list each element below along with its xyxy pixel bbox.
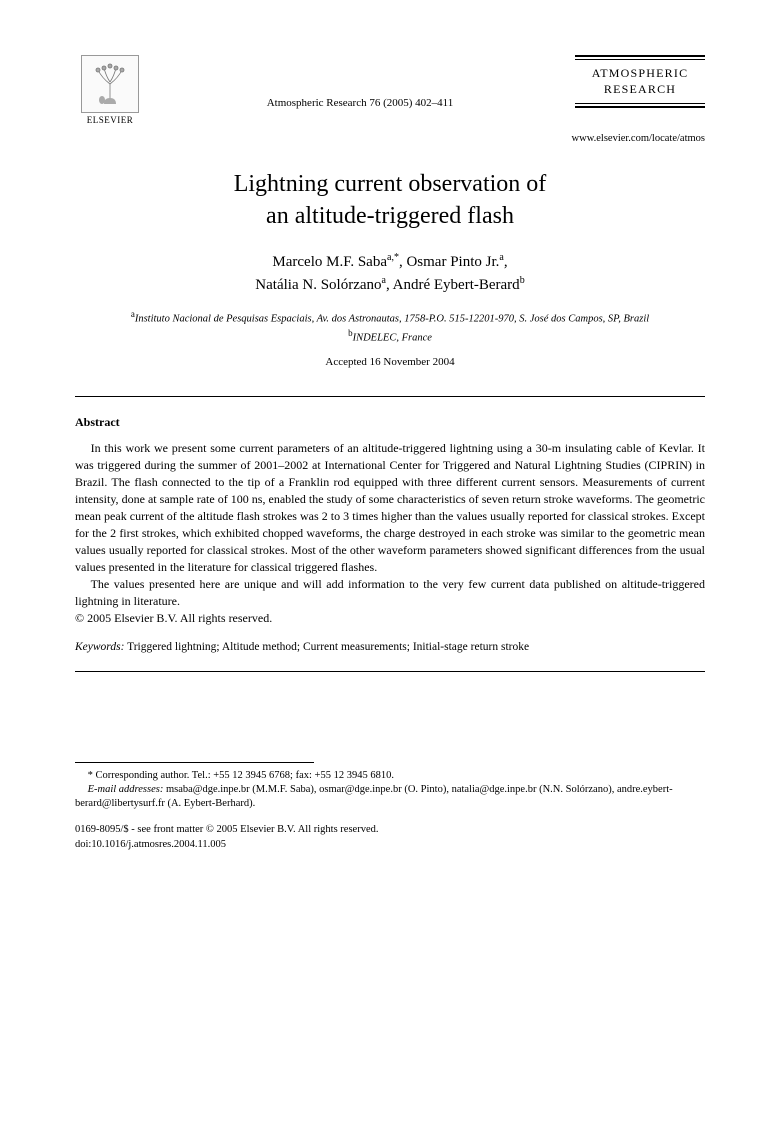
journal-title-line2: RESEARCH xyxy=(604,82,676,96)
copyright-line: © 2005 Elsevier B.V. All rights reserved… xyxy=(75,610,705,627)
author-2: Osmar Pinto Jr. xyxy=(406,254,499,270)
abstract-heading: Abstract xyxy=(75,415,705,430)
journal-title-block: ATMOSPHERIC RESEARCH xyxy=(575,55,705,108)
issn-line: 0169-8095/$ - see front matter © 2005 El… xyxy=(75,823,705,837)
email-line: E-mail addresses: msaba@dge.inpe.br (M.M… xyxy=(75,783,705,811)
affil-a-text: Instituto Nacional de Pesquisas Espaciai… xyxy=(135,314,649,325)
keywords-label: Keywords: xyxy=(75,641,124,653)
affiliations-block: aInstituto Nacional de Pesquisas Espacia… xyxy=(75,308,705,345)
abstract-body: In this work we present some current par… xyxy=(75,440,705,627)
author-3: Natália N. Solórzano xyxy=(255,277,381,293)
journal-title-line1: ATMOSPHERIC xyxy=(592,66,689,80)
rule-below-keywords xyxy=(75,671,705,672)
doi-line: doi:10.1016/j.atmosres.2004.11.005 xyxy=(75,838,705,852)
author-2-affil-sup: a xyxy=(499,252,503,263)
email-addresses: msaba@dge.inpe.br (M.M.F. Saba), osmar@d… xyxy=(75,784,673,809)
abstract-p1: In this work we present some current par… xyxy=(75,440,705,576)
author-1: Marcelo M.F. Saba xyxy=(272,254,387,270)
corresponding-author-note: * Corresponding author. Tel.: +55 12 394… xyxy=(75,769,705,783)
title-line2: an altitude-triggered flash xyxy=(266,203,514,229)
citation-line: Atmospheric Research 76 (2005) 402–411 xyxy=(145,55,575,109)
header-row: ELSEVIER Atmospheric Research 76 (2005) … xyxy=(75,55,705,125)
author-1-affil-sup: a,* xyxy=(387,252,399,263)
publisher-name: ELSEVIER xyxy=(87,115,134,125)
email-label: E-mail addresses: xyxy=(88,784,164,795)
rule-above-abstract xyxy=(75,396,705,397)
accepted-date: Accepted 16 November 2004 xyxy=(75,356,705,368)
title-line1: Lightning current observation of xyxy=(234,171,547,197)
front-matter-info: 0169-8095/$ - see front matter © 2005 El… xyxy=(75,823,705,851)
author-4: André Eybert-Berard xyxy=(393,277,520,293)
elsevier-tree-icon xyxy=(81,55,139,113)
keywords-text: Triggered lightning; Altitude method; Cu… xyxy=(124,641,529,653)
publisher-logo-block: ELSEVIER xyxy=(75,55,145,125)
journal-locator-url: www.elsevier.com/locate/atmos xyxy=(75,133,705,144)
footnotes-block: * Corresponding author. Tel.: +55 12 394… xyxy=(75,769,705,812)
keywords-block: Keywords: Triggered lightning; Altitude … xyxy=(75,641,705,653)
affil-b-text: INDELEC, France xyxy=(353,332,432,343)
author-4-affil-sup: b xyxy=(520,275,525,286)
page: ELSEVIER Atmospheric Research 76 (2005) … xyxy=(0,0,780,892)
footnote-rule xyxy=(75,762,314,769)
article-title: Lightning current observation of an alti… xyxy=(75,168,705,233)
authors-block: Marcelo M.F. Sabaa,*, Osmar Pinto Jr.a, … xyxy=(75,251,705,297)
author-3-affil-sup: a xyxy=(382,275,386,286)
abstract-p2: The values presented here are unique and… xyxy=(75,576,705,610)
